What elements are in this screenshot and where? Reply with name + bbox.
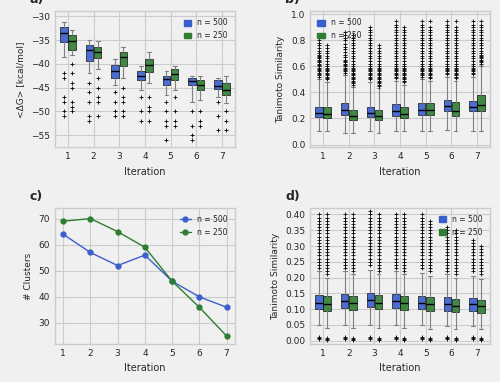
n = 500 — [224, 305, 230, 309]
n = 500 — [169, 279, 175, 283]
PathPatch shape — [60, 27, 68, 42]
PathPatch shape — [375, 110, 382, 120]
PathPatch shape — [315, 295, 323, 309]
X-axis label: Iteration: Iteration — [380, 363, 421, 373]
n = 500 — [196, 295, 202, 299]
X-axis label: Iteration: Iteration — [380, 167, 421, 176]
PathPatch shape — [196, 81, 204, 90]
PathPatch shape — [366, 293, 374, 307]
Legend: n = 500, n = 250: n = 500, n = 250 — [180, 15, 231, 43]
PathPatch shape — [349, 296, 356, 310]
n = 250 — [142, 245, 148, 249]
PathPatch shape — [452, 299, 460, 312]
PathPatch shape — [171, 69, 178, 81]
PathPatch shape — [444, 297, 451, 311]
Legend: n = 500, n = 250: n = 500, n = 250 — [176, 212, 231, 240]
n = 500 — [60, 232, 66, 236]
PathPatch shape — [137, 71, 144, 81]
n = 250 — [88, 216, 94, 221]
PathPatch shape — [324, 296, 331, 311]
PathPatch shape — [68, 35, 76, 50]
n = 250 — [224, 334, 230, 338]
PathPatch shape — [478, 95, 485, 110]
PathPatch shape — [188, 78, 196, 85]
Y-axis label: Tanimoto Similarity: Tanimoto Similarity — [270, 232, 280, 320]
n = 500 — [142, 253, 148, 257]
PathPatch shape — [222, 83, 230, 95]
Text: c): c) — [30, 190, 43, 203]
X-axis label: Iteration: Iteration — [124, 363, 166, 373]
PathPatch shape — [349, 110, 356, 120]
PathPatch shape — [400, 296, 408, 310]
PathPatch shape — [315, 107, 323, 117]
PathPatch shape — [418, 104, 426, 115]
Y-axis label: # Clusters: # Clusters — [24, 253, 33, 299]
PathPatch shape — [375, 295, 382, 309]
PathPatch shape — [444, 100, 451, 111]
PathPatch shape — [478, 299, 485, 313]
n = 250 — [60, 219, 66, 223]
PathPatch shape — [400, 107, 408, 118]
PathPatch shape — [162, 76, 170, 85]
PathPatch shape — [418, 296, 426, 309]
PathPatch shape — [426, 297, 434, 311]
n = 250 — [169, 279, 175, 283]
PathPatch shape — [324, 107, 331, 118]
Y-axis label: Tanimoto Similarity: Tanimoto Similarity — [276, 36, 285, 123]
Legend: n = 500, n = 250: n = 500, n = 250 — [436, 212, 486, 240]
Text: d): d) — [285, 190, 300, 203]
Line: n = 500: n = 500 — [60, 232, 229, 310]
PathPatch shape — [145, 59, 153, 72]
PathPatch shape — [392, 104, 400, 116]
PathPatch shape — [214, 81, 222, 89]
PathPatch shape — [94, 47, 102, 58]
PathPatch shape — [452, 102, 460, 116]
PathPatch shape — [112, 65, 119, 78]
X-axis label: Iteration: Iteration — [124, 167, 166, 176]
PathPatch shape — [341, 104, 348, 115]
PathPatch shape — [392, 294, 400, 308]
PathPatch shape — [366, 107, 374, 117]
PathPatch shape — [470, 298, 477, 311]
Text: b): b) — [285, 0, 300, 6]
PathPatch shape — [120, 52, 127, 66]
PathPatch shape — [341, 294, 348, 308]
PathPatch shape — [470, 102, 477, 111]
n = 500 — [114, 263, 120, 268]
Legend: n = 500, n = 250: n = 500, n = 250 — [314, 15, 364, 43]
Text: a): a) — [30, 0, 44, 6]
n = 500 — [88, 250, 94, 255]
Line: n = 250: n = 250 — [60, 216, 229, 338]
PathPatch shape — [426, 104, 434, 115]
n = 250 — [114, 229, 120, 234]
n = 250 — [196, 305, 202, 309]
PathPatch shape — [86, 45, 93, 62]
Y-axis label: <ΔG> [kcal/mol]: <ΔG> [kcal/mol] — [16, 41, 26, 118]
